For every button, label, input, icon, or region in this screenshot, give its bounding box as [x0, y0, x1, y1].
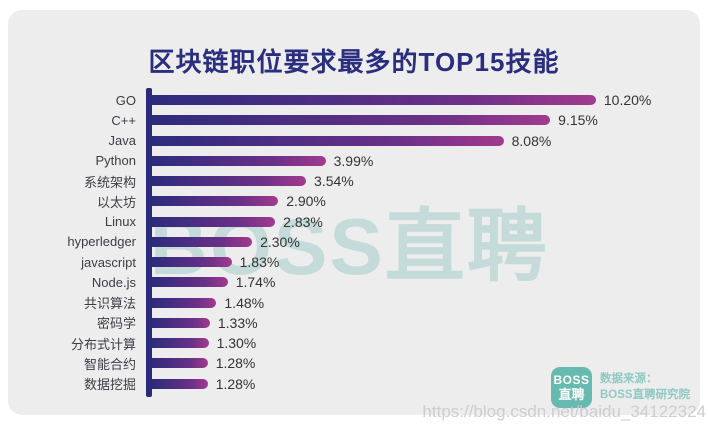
boss-zhipin-logo: BOSS 直聘: [551, 367, 592, 408]
bar-area: 3.99%: [146, 151, 700, 171]
bar: [152, 216, 276, 227]
logo-text-zhipin: 直聘: [558, 387, 585, 402]
category-label: GO: [115, 92, 136, 108]
bar-area: 8.08%: [146, 131, 700, 151]
value-label: 1.33%: [217, 314, 258, 331]
value-label: 10.20%: [603, 92, 652, 109]
category-label: 以太坊: [96, 194, 136, 210]
category-label: 密码学: [96, 316, 136, 332]
chart-row: Linux 2.83%: [10, 212, 700, 232]
bar: [152, 196, 279, 207]
value-label: 1.28%: [215, 375, 256, 392]
category-label: Node.js: [91, 274, 136, 290]
value-label: 1.48%: [224, 294, 265, 311]
category-label: 系统架构: [83, 174, 136, 190]
value-label: 8.08%: [511, 132, 552, 149]
category-label: Java: [108, 133, 136, 149]
bar-area: 1.28%: [146, 353, 700, 373]
data-source-label: 数据来源：: [600, 373, 658, 385]
value-label: 9.15%: [558, 112, 598, 129]
category-label: Linux: [104, 214, 136, 230]
value-label: 1.28%: [215, 355, 256, 372]
category-label: 分布式计算: [70, 336, 136, 352]
bar-area: 9.15%: [146, 110, 700, 130]
category-label: hyperledger: [67, 234, 136, 250]
category-label: Python: [95, 153, 136, 169]
data-source-note: 数据来源： BOSS直聘研究院: [600, 371, 690, 403]
value-label: 1.30%: [216, 335, 257, 352]
bar: [152, 155, 326, 166]
chart-row: Java 8.08%: [10, 131, 700, 151]
value-label: 3.99%: [333, 152, 374, 169]
bar: [152, 135, 504, 146]
category-label: 共识算法: [83, 296, 136, 312]
chart-row: 分布式计算 1.30%: [10, 333, 700, 353]
data-source-name: BOSS直聘研究院: [600, 389, 691, 401]
chart-card: [8, 10, 700, 415]
bar-area: 2.90%: [146, 191, 700, 211]
chart-row: 系统架构 3.54%: [10, 171, 700, 191]
category-label: 智能合约: [83, 356, 136, 372]
value-label: 2.83%: [283, 213, 323, 230]
bar-area: 1.28%: [146, 374, 700, 394]
bar-area: 1.83%: [146, 252, 700, 272]
chart-row: GO 10.20%: [10, 90, 700, 110]
chart-title: 区块链职位要求最多的TOP15技能: [148, 47, 560, 77]
value-label: 1.74%: [235, 274, 276, 291]
bar-chart: GO 10.20% C++ 9.15% Java 8.08% Python 3.…: [10, 90, 700, 394]
category-label: 数据挖掘: [83, 377, 136, 393]
bar-area: 2.30%: [146, 232, 700, 252]
bar: [152, 317, 210, 328]
csdn-url-watermark: https://blog.csdn.net/baidu_34122324: [422, 402, 706, 421]
bar: [152, 378, 208, 389]
bar: [152, 176, 307, 187]
category-label: C++: [111, 112, 136, 128]
value-label: 2.90%: [286, 193, 326, 210]
chart-row: 智能合约 1.28%: [10, 353, 700, 373]
chart-row: C++ 9.15%: [10, 110, 700, 130]
value-label: 2.30%: [260, 233, 300, 250]
bar-area: 3.54%: [146, 171, 700, 191]
bar: [152, 236, 253, 247]
chart-row: Python 3.99%: [10, 151, 700, 171]
bar-area: 2.83%: [146, 212, 700, 232]
bar-area: 1.33%: [146, 313, 700, 333]
y-axis-line: [146, 88, 152, 397]
bar: [152, 115, 551, 126]
bar: [152, 95, 596, 106]
bar-area: 1.48%: [146, 293, 700, 313]
chart-row: 以太坊 2.90%: [10, 191, 700, 211]
chart-row: javascript 1.83%: [10, 252, 700, 272]
bar: [152, 297, 217, 308]
bar: [152, 257, 232, 268]
bar: [152, 358, 208, 369]
category-label: javascript: [81, 254, 136, 270]
bar: [152, 338, 209, 349]
chart-row: 密码学 1.33%: [10, 313, 700, 333]
bar-area: 1.74%: [146, 272, 700, 292]
chart-row: hyperledger 2.30%: [10, 232, 700, 252]
bar: [152, 277, 228, 288]
chart-row: 数据挖掘 1.28%: [10, 374, 700, 394]
chart-row: 共识算法 1.48%: [10, 293, 700, 313]
logo-text-boss: BOSS: [553, 373, 590, 387]
value-label: 1.83%: [239, 254, 280, 271]
bar-area: 10.20%: [146, 90, 700, 110]
bar-area: 1.30%: [146, 333, 700, 353]
value-label: 3.54%: [314, 173, 354, 190]
chart-row: Node.js 1.74%: [10, 272, 700, 292]
